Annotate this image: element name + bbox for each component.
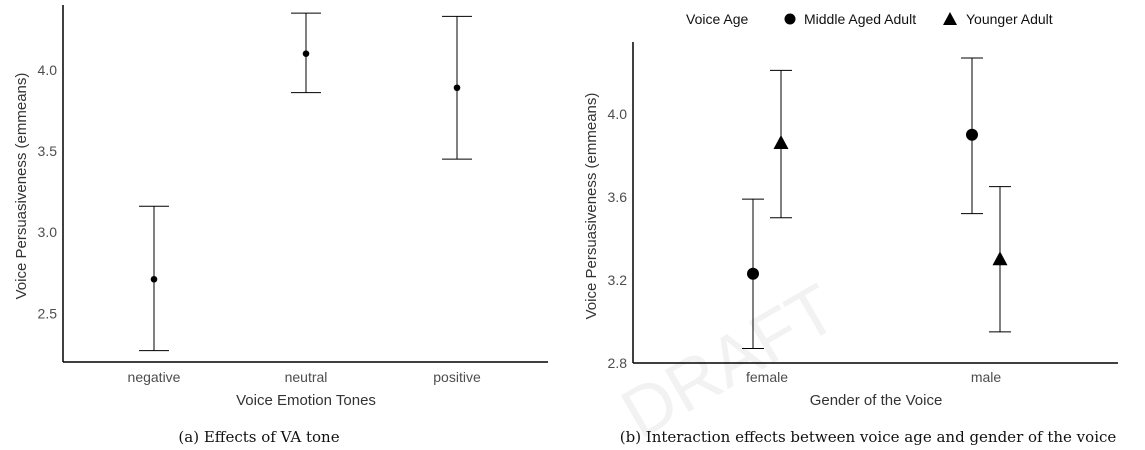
panel-b-y-tick-label: 3.2 (608, 272, 628, 288)
panel-b-y-tick-label: 3.6 (608, 189, 628, 205)
panel-b-y-tick-label: 2.8 (608, 355, 628, 371)
panel-a-y-tick-label: 2.5 (38, 305, 58, 321)
panel-b-y-tick-label: 4.0 (608, 106, 628, 122)
panel-b-point-younger (992, 251, 1008, 266)
panel-a-data-point (453, 84, 461, 92)
legend-label-younger: Younger Adult (966, 11, 1053, 27)
legend-label-middle-aged: Middle Aged Adult (804, 11, 916, 27)
panel-a-data-point (150, 275, 158, 283)
panel-b-x-tick-label: female (746, 369, 788, 385)
panel-a-data-point (302, 50, 310, 57)
panel-a-y-tick-label: 4.0 (38, 62, 58, 78)
legend-key-middle-aged (784, 13, 796, 25)
legend-title: Voice Age (686, 11, 748, 27)
legend: Voice Age Middle Aged Adult Younger Adult (686, 11, 1053, 27)
panel-b-point-younger (773, 135, 789, 150)
panel-a-y-axis-label: Voice Persuasiveness (emmeans) (13, 73, 30, 300)
panel-b-point-middle-aged (747, 267, 759, 280)
chart-panel-a: Voice Persuasiveness (emmeans) Voice Emo… (13, 5, 548, 446)
panel-a-caption: (a) Effects of VA tone (178, 428, 339, 446)
legend-key-younger (943, 12, 957, 25)
panel-b-x-tick-label: male (971, 369, 1002, 385)
panel-a-y-tick-label: 3.0 (38, 224, 58, 240)
panel-b-caption: (b) Interaction effects between voice ag… (620, 428, 1117, 446)
watermark: DRAFT (609, 269, 850, 450)
panel-a-x-axis-label: Voice Emotion Tones (236, 392, 376, 409)
chart-panel-b: Voice Persuasiveness (emmeans) Gender of… (583, 42, 1118, 446)
panel-a-x-tick-label: neutral (285, 369, 328, 385)
panel-b-y-axis-label: Voice Persuasiveness (emmeans) (583, 93, 600, 320)
panel-a-x-tick-label: positive (433, 369, 481, 385)
panel-a-x-tick-label: negative (128, 369, 181, 385)
panel-a-y-tick-label: 3.5 (38, 143, 58, 159)
panel-b-point-middle-aged (966, 128, 978, 141)
panel-b-x-axis-label: Gender of the Voice (810, 392, 943, 409)
